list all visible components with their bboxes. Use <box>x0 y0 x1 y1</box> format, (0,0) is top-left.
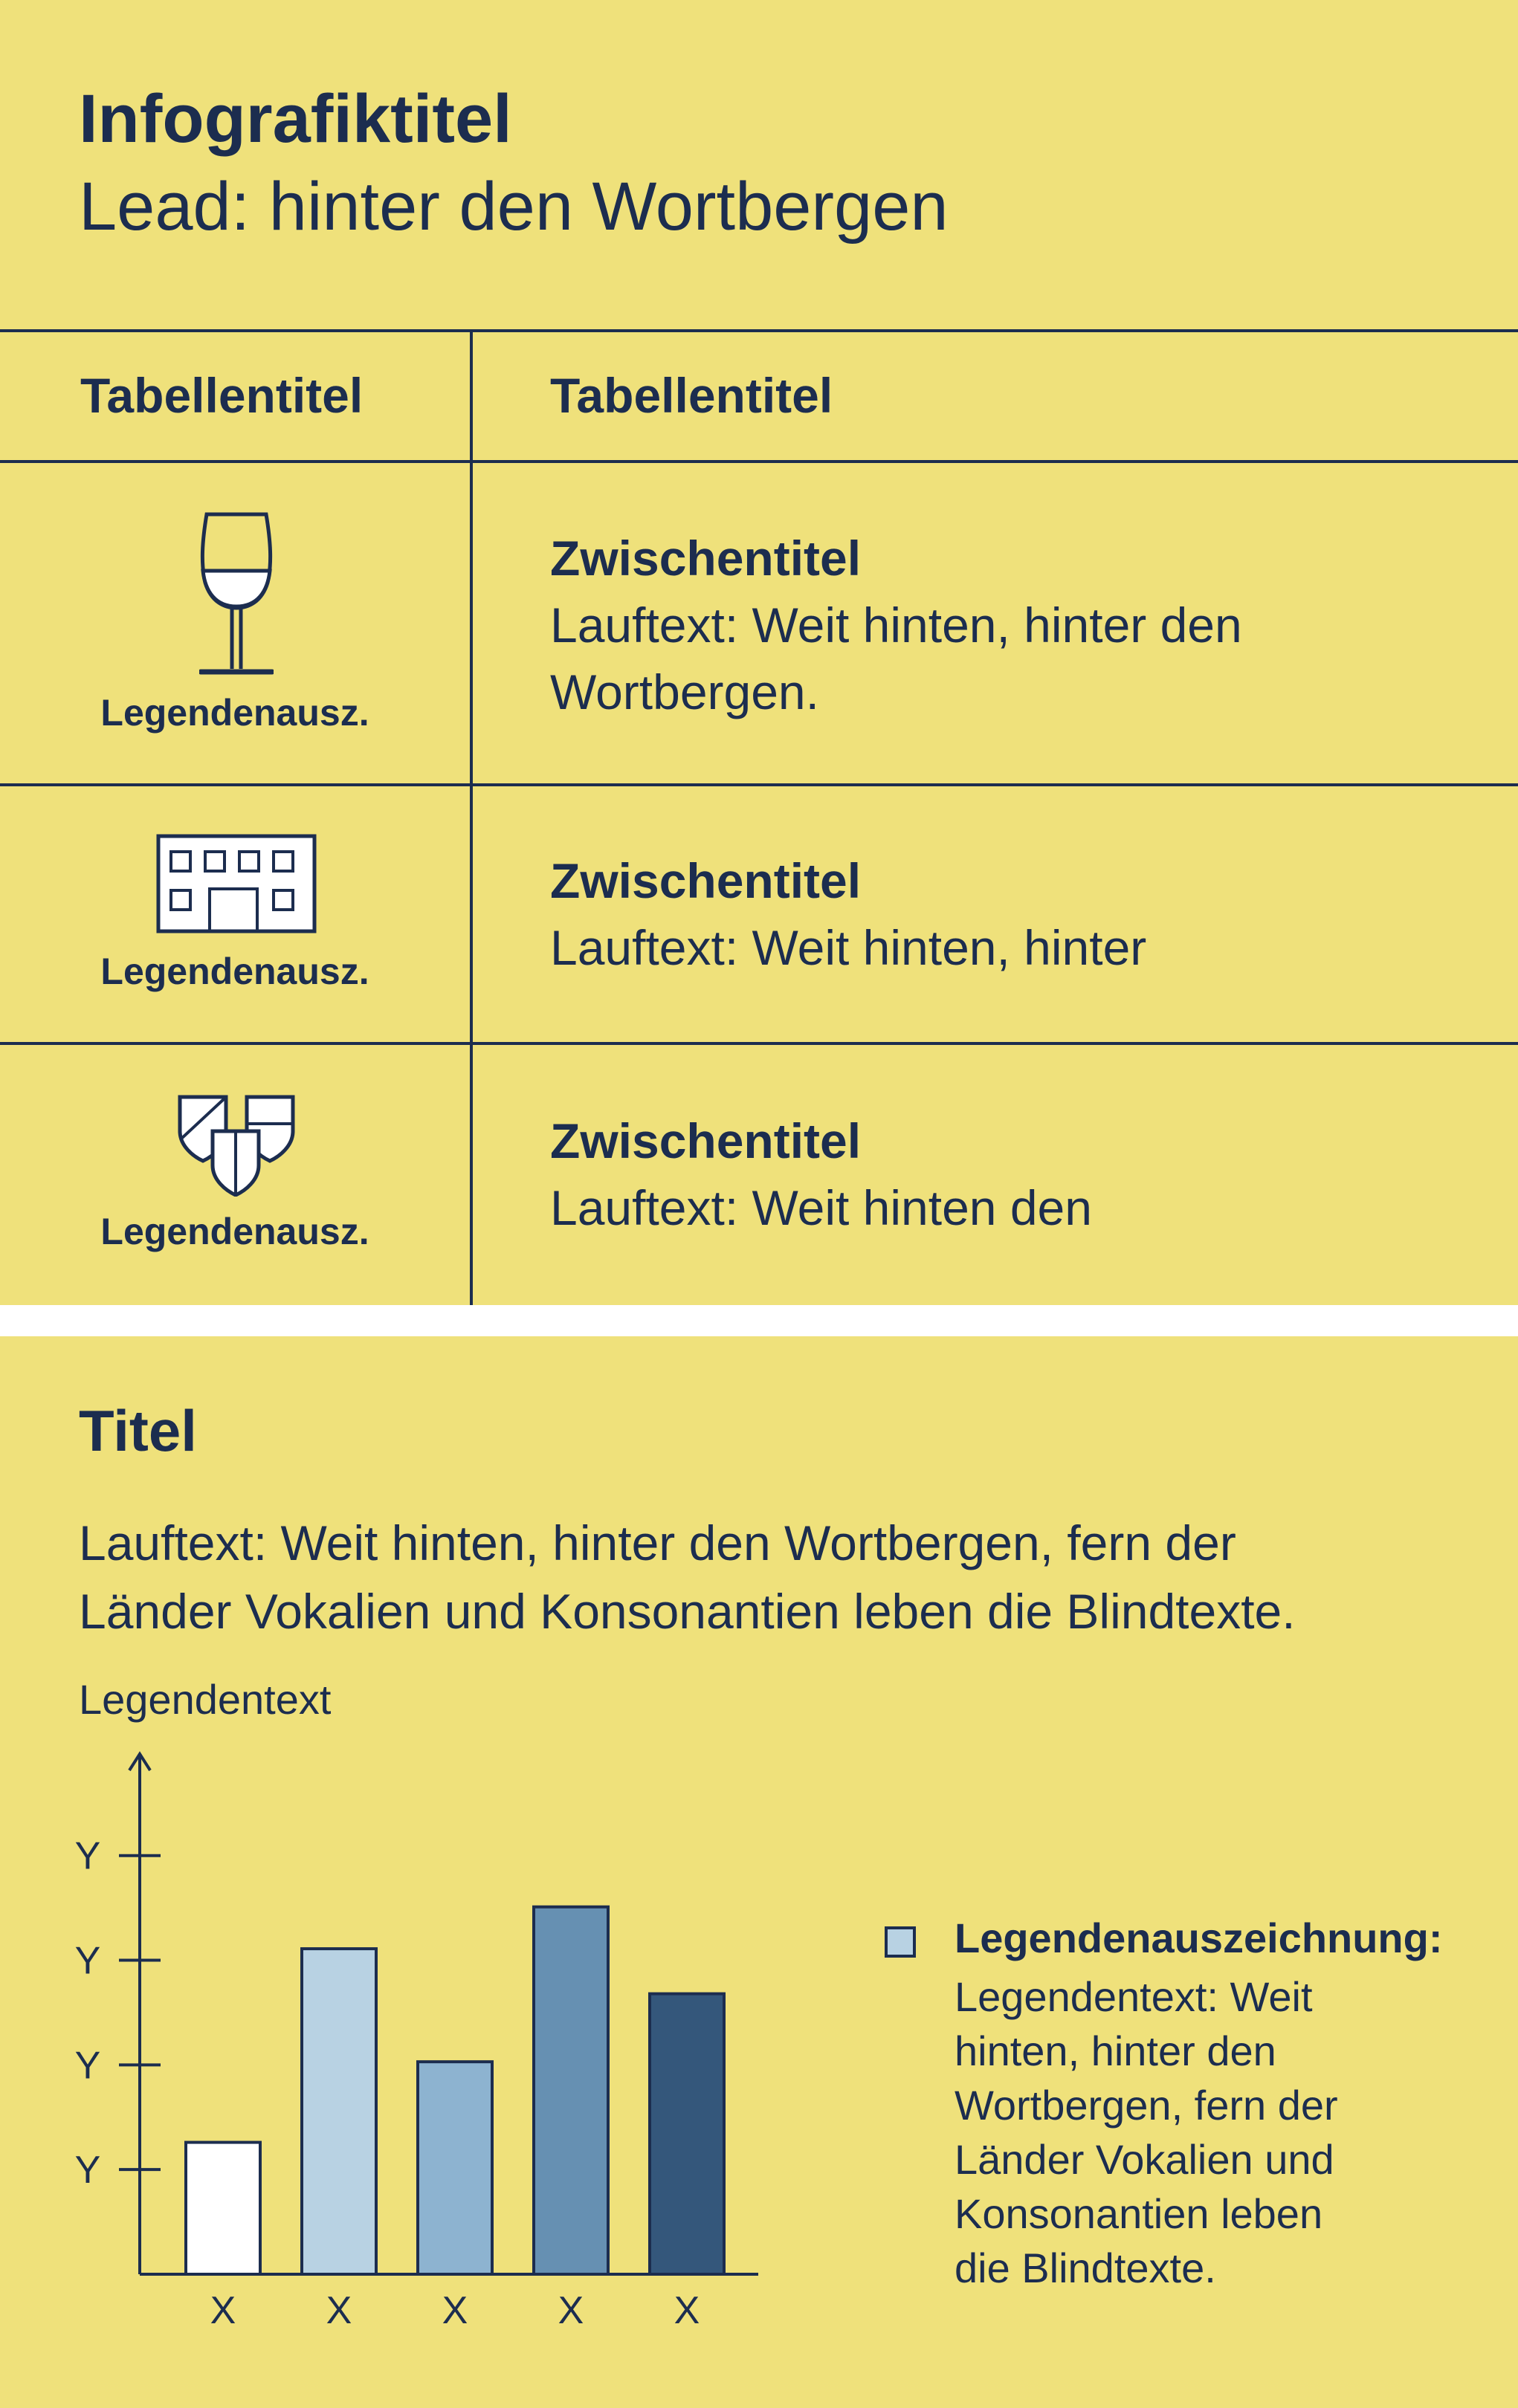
row-body-line: Lauftext: Weit hinten, hinter den <box>550 598 1242 653</box>
row-text-block: Zwischentitel Lauftext: Weit hinten, hin… <box>550 847 1146 981</box>
y-tick-label: Y <box>75 1940 101 1983</box>
section-body: Lauftext: Weit hinten, hinter den Wortbe… <box>79 1509 1296 1645</box>
x-tick-label: X <box>558 2289 584 2332</box>
legend-line: Legendentext: Weit <box>955 1973 1313 2020</box>
table-header-1: Tabellentitel <box>80 368 364 423</box>
wine-glass-icon <box>198 511 275 682</box>
infographic-lead: Lead: hinter den Wortbergen <box>79 169 949 245</box>
section-body-line: Länder Vokalien und Konsonantien leben d… <box>79 1584 1296 1639</box>
x-tick-label: X <box>442 2289 468 2332</box>
bar <box>416 2060 494 2276</box>
x-tick-label: X <box>210 2289 236 2332</box>
x-tick-label: X <box>674 2289 700 2332</box>
infographic-title: Infografiktitel <box>79 81 512 157</box>
row-body-line: Wortbergen. <box>550 664 819 719</box>
bar <box>648 1992 726 2276</box>
table-header-border <box>0 460 1518 463</box>
y-axis-label: Legendentext <box>79 1680 332 1723</box>
table-row-divider <box>0 1042 1518 1045</box>
y-tick-label: Y <box>75 1835 101 1878</box>
section-title: Titel <box>79 1398 197 1463</box>
bar-chart: Legendentext Y Y Y Y X X X X X <box>75 1680 758 2332</box>
legend-line: die Blindtexte. <box>955 2244 1216 2291</box>
row-subtitle: Zwischentitel <box>550 531 862 586</box>
row-text-block: Zwischentitel Lauftext: Weit hinten, hin… <box>550 525 1242 725</box>
x-tick-label: X <box>326 2289 352 2332</box>
table-header-2: Tabellentitel <box>550 368 833 423</box>
legend-swatch <box>885 1926 916 1958</box>
legend-line: Wortbergen, fern der <box>955 2082 1338 2129</box>
shields-icon <box>175 1093 297 1200</box>
infographic-panel: Infografiktitel Lead: hinter den Wortber… <box>0 0 1518 1305</box>
table-column-divider <box>470 329 473 1305</box>
y-tick-label: Y <box>75 2149 101 2192</box>
bar <box>184 2140 262 2276</box>
row-body-line: Lauftext: Weit hinten den <box>550 1180 1092 1235</box>
section-body-line: Lauftext: Weit hinten, hinter den Wortbe… <box>79 1515 1236 1570</box>
y-axis-arrow <box>128 1751 152 1772</box>
row-subtitle: Zwischentitel <box>550 1113 862 1168</box>
building-icon <box>156 834 317 937</box>
bar <box>300 1947 378 2276</box>
table-top-border <box>0 329 1518 332</box>
legend-line: Länder Vokalien und <box>955 2136 1334 2183</box>
row-body-line: Lauftext: Weit hinten, hinter <box>550 920 1147 975</box>
legend-body: Legendentext: Weit hinten, hinter den Wo… <box>955 1970 1338 2295</box>
row-legend-label: Legendenausz. <box>100 951 369 992</box>
row-text-block: Zwischentitel Lauftext: Weit hinten den <box>550 1107 1092 1241</box>
y-tick-label: Y <box>75 2044 101 2087</box>
row-legend-label: Legendenausz. <box>100 692 369 734</box>
legend-heading: Legendenauszeichnung: <box>955 1915 1443 1961</box>
row-subtitle: Zwischentitel <box>550 853 862 908</box>
table-row-divider <box>0 783 1518 786</box>
bar <box>532 1905 610 2276</box>
legend-line: hinten, hinter den <box>955 2027 1276 2074</box>
legend-line: Konsonantien leben <box>955 2190 1323 2237</box>
row-legend-label: Legendenausz. <box>100 1211 369 1252</box>
